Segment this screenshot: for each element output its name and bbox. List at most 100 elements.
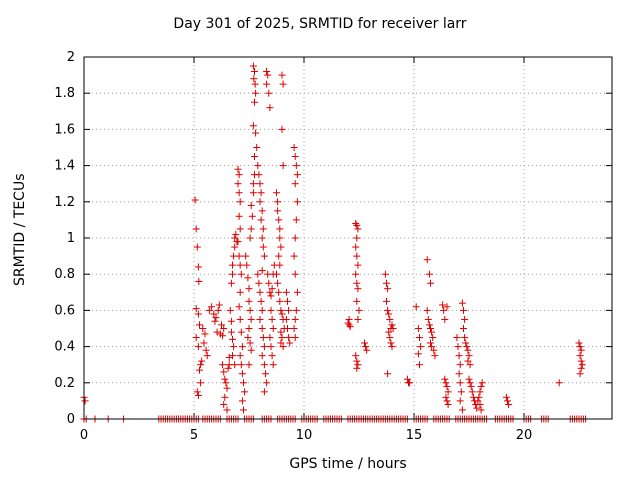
data-point	[236, 315, 244, 323]
data-point	[504, 397, 511, 405]
data-point	[242, 252, 250, 260]
data-point	[263, 379, 271, 387]
data-point	[428, 343, 436, 351]
data-point	[416, 361, 423, 369]
data-point	[259, 243, 267, 251]
data-point	[277, 328, 285, 336]
y-axis-label: SRMTID / TECUs	[12, 173, 28, 287]
data-point	[352, 270, 360, 278]
data-point	[249, 189, 257, 197]
data-point	[384, 370, 392, 378]
data-point	[406, 379, 414, 387]
data-point	[455, 352, 463, 360]
data-point	[384, 306, 392, 314]
data-point	[236, 198, 244, 206]
data-point	[266, 104, 274, 112]
data-point	[278, 125, 286, 133]
data-point	[236, 288, 244, 296]
ticks: 00.20.40.60.811.21.41.61.820 5 10 15 20	[54, 50, 612, 443]
data-point	[231, 361, 239, 369]
data-point	[193, 388, 201, 396]
data-point	[231, 243, 239, 251]
data-point	[464, 346, 472, 354]
data-point	[443, 303, 451, 311]
data-point	[212, 314, 220, 322]
data-point	[266, 288, 274, 296]
data-point	[249, 180, 257, 188]
data-point	[227, 317, 235, 325]
data-point	[475, 393, 483, 401]
data-point	[234, 238, 242, 246]
data-point	[427, 325, 434, 332]
data-point	[575, 339, 583, 347]
data-point	[268, 285, 276, 293]
data-point	[251, 67, 258, 75]
data-point	[208, 303, 216, 311]
data-point	[198, 357, 206, 365]
data-point	[291, 270, 299, 278]
data-point	[468, 388, 476, 396]
data-point	[257, 189, 265, 197]
y-tick-label: 1.4	[54, 159, 75, 174]
data-point	[238, 343, 246, 351]
data-point	[246, 234, 254, 242]
data-point	[256, 315, 264, 323]
data-point	[416, 334, 423, 342]
data-point	[223, 406, 231, 414]
data-point	[274, 207, 282, 215]
data-point	[267, 306, 275, 314]
data-point	[249, 122, 257, 130]
data-point	[220, 325, 228, 332]
data-point	[246, 339, 254, 347]
data-point	[454, 343, 462, 351]
data-point	[477, 382, 485, 390]
data-point	[230, 343, 238, 351]
data-point	[245, 285, 253, 293]
data-point	[235, 171, 243, 179]
data-point	[385, 310, 393, 318]
data-point	[278, 71, 286, 79]
data-point	[427, 279, 434, 287]
data-point	[443, 382, 451, 390]
data-point	[260, 252, 268, 260]
data-point	[465, 375, 473, 383]
data-point	[231, 234, 239, 242]
data-point	[194, 391, 202, 399]
data-point	[277, 243, 285, 251]
data-point	[195, 277, 203, 285]
data-point	[274, 198, 282, 206]
data-point	[256, 180, 264, 188]
data-point	[252, 129, 260, 137]
data-point	[353, 252, 361, 260]
data-point	[258, 352, 266, 360]
data-point	[252, 89, 260, 97]
data-point	[443, 397, 451, 405]
data-point	[203, 352, 211, 360]
data-point	[256, 288, 264, 296]
data-point	[355, 306, 363, 314]
data-point	[200, 339, 208, 347]
data-point	[423, 256, 431, 264]
data-point	[275, 216, 283, 224]
data-point	[213, 328, 221, 336]
data-point	[354, 225, 362, 233]
data-point	[259, 334, 267, 342]
data-point	[291, 153, 299, 161]
data-points	[80, 62, 590, 423]
data-point	[220, 401, 228, 409]
data-point	[225, 353, 233, 361]
data-point	[245, 297, 253, 305]
x-tick-label: 10	[296, 428, 313, 443]
y-tick-label: 2	[67, 50, 75, 65]
data-point	[250, 75, 258, 83]
data-point	[268, 352, 276, 360]
data-point	[293, 171, 301, 179]
data-point	[477, 406, 485, 414]
data-point	[234, 180, 242, 188]
data-point	[462, 339, 470, 347]
data-point	[424, 315, 432, 323]
data-point	[247, 346, 255, 354]
data-point	[279, 80, 287, 88]
data-point	[428, 328, 436, 336]
data-point	[284, 297, 291, 305]
